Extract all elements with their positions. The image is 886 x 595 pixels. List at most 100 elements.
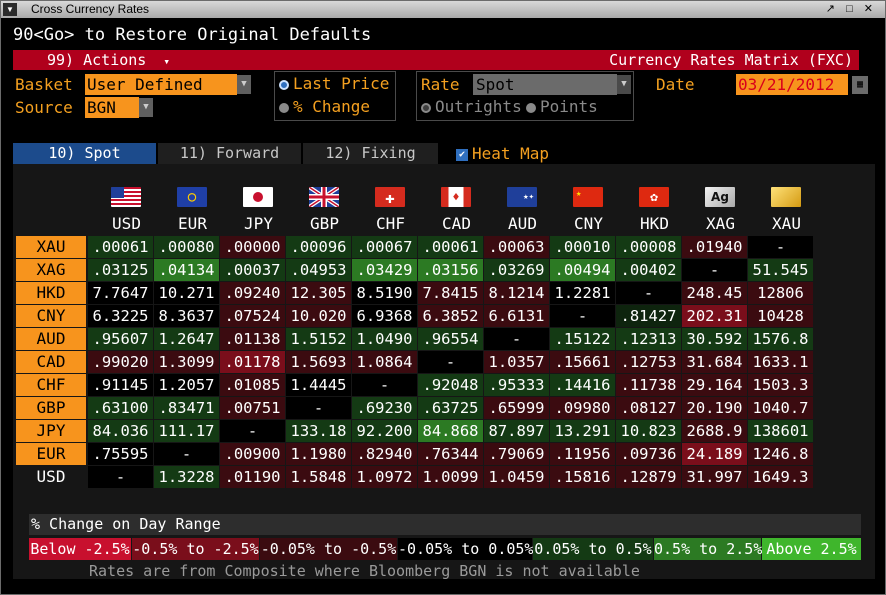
row-label-cny[interactable]: CNY [16, 305, 86, 327]
command-line[interactable]: 90<Go> to Restore Original Defaults [13, 25, 372, 45]
rate-cell[interactable]: 1.5848 [286, 466, 351, 488]
rate-cell[interactable]: .00061 [88, 236, 153, 258]
rate-cell[interactable]: - [682, 259, 747, 281]
rate-cell[interactable]: .99020 [88, 351, 153, 373]
rate-cell[interactable]: 20.190 [682, 397, 747, 419]
rate-cell[interactable]: 6.9368 [352, 305, 417, 327]
chevron-down-icon[interactable]: ▼ [237, 75, 251, 94]
rate-cell[interactable]: - [550, 305, 615, 327]
rate-cell[interactable]: 1.2281 [550, 282, 615, 304]
rate-cell[interactable]: - [484, 328, 549, 350]
rate-cell[interactable]: .11956 [550, 443, 615, 465]
heat-map-checkbox[interactable]: ✔ Heat Map [456, 143, 549, 164]
row-label-gbp[interactable]: GBP [16, 397, 86, 419]
chevron-down-icon[interactable]: ▼ [139, 98, 153, 117]
rate-cell[interactable]: .00061 [418, 236, 483, 258]
rate-cell[interactable]: 8.3637 [154, 305, 219, 327]
rate-cell[interactable]: 1633.1 [748, 351, 813, 373]
rate-cell[interactable]: 1649.3 [748, 466, 813, 488]
rate-cell[interactable]: .00010 [550, 236, 615, 258]
rate-cell[interactable]: - [88, 466, 153, 488]
rate-cell[interactable]: 133.18 [286, 420, 351, 442]
rate-cell[interactable]: .14416 [550, 374, 615, 396]
row-label-aud[interactable]: AUD [16, 328, 86, 350]
window-controls[interactable]: ↗ □ ✕ [825, 3, 877, 15]
rate-cell[interactable]: .11738 [616, 374, 681, 396]
rate-cell[interactable]: .81427 [616, 305, 681, 327]
rate-cell[interactable]: .92048 [418, 374, 483, 396]
rate-cell[interactable]: 138601 [748, 420, 813, 442]
rate-cell[interactable]: 1.0864 [352, 351, 417, 373]
row-label-hkd[interactable]: HKD [16, 282, 86, 304]
rate-cell[interactable]: .00900 [220, 443, 285, 465]
rate-cell[interactable]: .12313 [616, 328, 681, 350]
rate-cell[interactable]: 1.2647 [154, 328, 219, 350]
rate-cell[interactable]: 84.036 [88, 420, 153, 442]
rate-cell[interactable]: 1.0490 [352, 328, 417, 350]
rate-cell[interactable]: .15661 [550, 351, 615, 373]
rate-cell[interactable]: 1576.8 [748, 328, 813, 350]
rate-cell[interactable]: - [418, 351, 483, 373]
rate-cell[interactable]: 1.5152 [286, 328, 351, 350]
rate-cell[interactable]: .09980 [550, 397, 615, 419]
rate-cell[interactable]: - [220, 420, 285, 442]
rate-cell[interactable]: .07524 [220, 305, 285, 327]
rate-cell[interactable]: .03269 [484, 259, 549, 281]
chevron-down-icon[interactable]: ▼ [617, 75, 631, 94]
rate-cell[interactable]: 10.020 [286, 305, 351, 327]
rate-cell[interactable]: .09240 [220, 282, 285, 304]
rate-cell[interactable]: .95333 [484, 374, 549, 396]
rate-cell[interactable]: .01085 [220, 374, 285, 396]
rate-cell[interactable]: .12879 [616, 466, 681, 488]
rate-dropdown[interactable]: Spot [473, 74, 617, 95]
rate-cell[interactable]: 51.545 [748, 259, 813, 281]
rate-cell[interactable]: .01138 [220, 328, 285, 350]
rate-cell[interactable]: 8.5190 [352, 282, 417, 304]
rate-cell[interactable]: 248.45 [682, 282, 747, 304]
rate-cell[interactable]: .00494 [550, 259, 615, 281]
rate-cell[interactable]: .04134 [154, 259, 219, 281]
rate-cell[interactable]: .12753 [616, 351, 681, 373]
rate-cell[interactable]: 1.3099 [154, 351, 219, 373]
row-label-xau[interactable]: XAU [16, 236, 86, 258]
rate-cell[interactable]: 1.0459 [484, 466, 549, 488]
rate-cell[interactable]: 1.0357 [484, 351, 549, 373]
row-label-chf[interactable]: CHF [16, 374, 86, 396]
rate-cell[interactable]: .08127 [616, 397, 681, 419]
rate-cell[interactable]: 10.823 [616, 420, 681, 442]
rate-cell[interactable]: 1.1980 [286, 443, 351, 465]
rate-cell[interactable]: .03156 [418, 259, 483, 281]
outrights-radio[interactable]: Outrights [421, 97, 522, 116]
rate-cell[interactable]: 8.1214 [484, 282, 549, 304]
rate-cell[interactable]: .00067 [352, 236, 417, 258]
row-label-usd[interactable]: USD [36, 467, 66, 486]
last-price-radio[interactable]: Last Price [279, 74, 389, 93]
rate-cell[interactable]: 13.291 [550, 420, 615, 442]
rate-cell[interactable]: .95607 [88, 328, 153, 350]
rate-cell[interactable]: .03429 [352, 259, 417, 281]
rate-cell[interactable]: .91145 [88, 374, 153, 396]
system-menu-icon[interactable]: ▼ [3, 3, 17, 16]
rate-cell[interactable]: 202.31 [682, 305, 747, 327]
rate-cell[interactable]: 1.4445 [286, 374, 351, 396]
rate-cell[interactable]: .01178 [220, 351, 285, 373]
actions-menu[interactable]: 99) Actions ▾ [47, 51, 170, 69]
rate-cell[interactable]: 31.997 [682, 466, 747, 488]
date-input[interactable]: 03/21/2012 [736, 74, 848, 95]
rate-cell[interactable]: 24.189 [682, 443, 747, 465]
rate-cell[interactable]: 2688.9 [682, 420, 747, 442]
rate-cell[interactable]: - [286, 397, 351, 419]
rate-cell[interactable]: .00037 [220, 259, 285, 281]
rate-cell[interactable]: .00063 [484, 236, 549, 258]
rate-cell[interactable]: 29.164 [682, 374, 747, 396]
rate-cell[interactable]: .75595 [88, 443, 153, 465]
rate-cell[interactable]: 1.2057 [154, 374, 219, 396]
rate-cell[interactable]: .96554 [418, 328, 483, 350]
rate-cell[interactable]: 1246.8 [748, 443, 813, 465]
tab-spot[interactable]: 10) Spot [13, 143, 156, 164]
rate-cell[interactable]: 30.592 [682, 328, 747, 350]
rate-cell[interactable]: 7.7647 [88, 282, 153, 304]
row-label-cad[interactable]: CAD [16, 351, 86, 373]
rate-cell[interactable]: - [352, 374, 417, 396]
rate-cell[interactable]: 1040.7 [748, 397, 813, 419]
